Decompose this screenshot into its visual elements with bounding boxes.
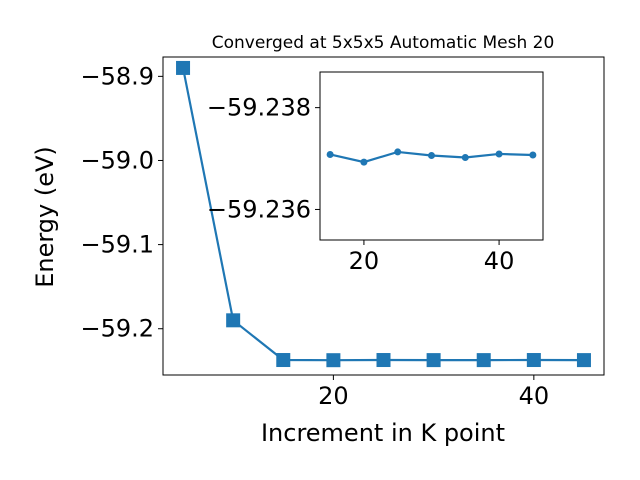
inset-y-tick-label: −59.238 <box>207 94 311 122</box>
inset-x-ticks: 20 40 <box>349 240 515 275</box>
main-plot: 20 40 −58.9−59.0−59.1−59.2 <box>80 56 605 410</box>
main-y-ticks: −58.9 −59.0 −59.1 −59.2 <box>80 62 163 343</box>
main-data-point <box>376 353 391 368</box>
main-data-point <box>526 353 541 368</box>
main-x-tick-label: 40 <box>519 382 550 410</box>
inset-data-point <box>360 158 368 166</box>
y-axis-label: Energy (eV) <box>31 146 59 288</box>
main-data-point <box>426 353 441 368</box>
main-y-tick-label: −59.0 <box>80 146 154 174</box>
main-data-point <box>476 353 491 368</box>
main-axes-frame <box>162 56 605 376</box>
inset-data-point <box>394 148 402 156</box>
main-x-ticks: 20 40 <box>318 375 549 410</box>
main-data-point <box>326 353 341 368</box>
main-data-point <box>276 353 291 368</box>
inset-y-ticks: −59.238 −59.236 <box>207 94 320 223</box>
main-x-tick-label: 20 <box>318 382 349 410</box>
main-data-point <box>576 353 591 368</box>
inset-axes-frame <box>319 71 544 241</box>
inset-x-tick-label: 20 <box>349 247 380 275</box>
main-data-point <box>176 60 191 75</box>
main-y-tick-label: −59.2 <box>80 315 154 343</box>
inset-series-markers <box>326 148 537 166</box>
inset-data-point <box>495 150 503 158</box>
inset-plot: 20 40 −59.238−59.236 <box>207 71 544 275</box>
inset-data-point <box>428 151 435 159</box>
inset-y-tick-label: −59.236 <box>207 195 311 223</box>
main-y-tick-label: −58.9 <box>80 62 154 90</box>
inset-data-point <box>326 150 334 158</box>
main-series-markers <box>176 60 591 368</box>
main-y-tick-label: −59.1 <box>80 231 154 259</box>
inset-x-tick-label: 40 <box>484 247 515 275</box>
main-data-point <box>226 313 241 328</box>
inset-data-point <box>529 151 537 159</box>
chart-title: Converged at 5x5x5 Automatic Mesh 20 <box>212 33 555 53</box>
x-axis-label: Increment in K point <box>261 419 505 447</box>
inset-data-point <box>461 154 469 162</box>
